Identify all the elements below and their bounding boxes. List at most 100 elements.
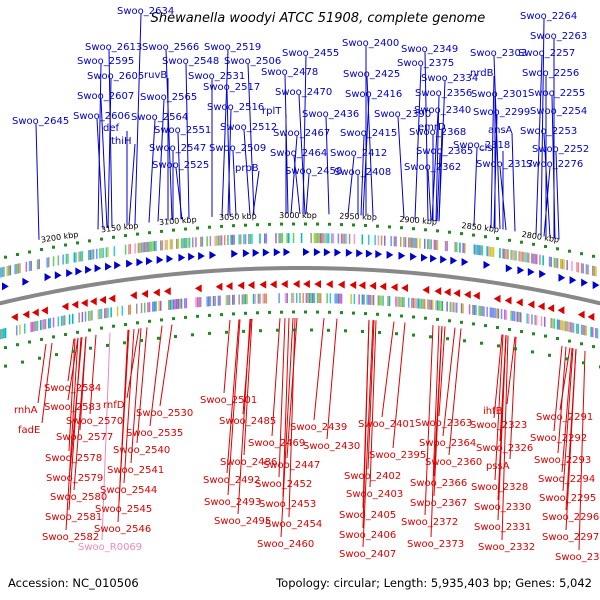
gc-dot xyxy=(244,223,247,227)
forward-gene-arrow xyxy=(136,258,144,267)
gc-dot xyxy=(28,250,31,254)
forward-gene-label: Swoo_2551 xyxy=(154,125,211,136)
forward-gene-label: Swoo_2334 xyxy=(421,73,478,84)
annotation-segment xyxy=(446,301,448,312)
annotation-segment xyxy=(561,259,564,270)
annotation-segment xyxy=(409,237,412,248)
annotation-segment xyxy=(390,236,392,247)
label-connector xyxy=(511,132,516,232)
annotation-segment xyxy=(523,252,525,262)
reverse-gene-arrow xyxy=(237,281,245,290)
label-connector xyxy=(414,65,422,219)
annotation-segment xyxy=(540,316,543,327)
forward-gene-arrow xyxy=(85,265,92,274)
annotation-segment xyxy=(462,243,464,253)
annotation-segment xyxy=(0,329,2,340)
annotation-segment xyxy=(539,254,541,265)
annotation-segment xyxy=(403,297,405,308)
annotation-segment xyxy=(520,312,522,323)
annotation-segment xyxy=(483,306,485,317)
annotation-segment xyxy=(139,242,141,253)
forward-gene-arrow xyxy=(302,248,310,257)
gc-dot xyxy=(429,335,432,339)
annotation-segment xyxy=(206,296,208,307)
label-connector xyxy=(362,320,374,548)
annotation-segment xyxy=(248,234,250,244)
annotation-segment xyxy=(592,265,594,276)
annotation-segment xyxy=(246,294,248,305)
annotation-segment xyxy=(353,234,356,245)
label-connector xyxy=(430,325,440,538)
annotation-segment xyxy=(395,236,397,247)
annotation-segment xyxy=(496,308,498,319)
annotation-segment xyxy=(16,263,18,274)
annotation-segment xyxy=(318,233,320,244)
annotation-segment xyxy=(361,234,364,245)
gc-dot xyxy=(520,330,523,333)
label-connector xyxy=(247,63,255,215)
annotation-segment xyxy=(201,236,204,247)
annotation-segment xyxy=(411,237,413,248)
label-connector xyxy=(293,155,301,215)
forward-gene-label: Swoo_2565 xyxy=(140,92,197,103)
annotation-segment xyxy=(84,311,87,322)
annotation-segment xyxy=(504,309,506,320)
forward-gene-label: Swoo_2362 xyxy=(404,162,461,173)
forward-gene-label: Swoo_2455 xyxy=(282,48,339,59)
annotation-segment xyxy=(334,293,336,304)
forward-gene-label: Swoo_2478 xyxy=(261,67,318,78)
annotation-segment xyxy=(195,297,197,308)
gc-dot xyxy=(220,224,223,228)
forward-gene-label: Swoo_2613 xyxy=(85,42,142,53)
label-connector xyxy=(381,321,395,418)
label-connector xyxy=(499,166,507,231)
label-connector xyxy=(436,153,441,222)
annotation-segment xyxy=(36,320,39,331)
reverse-gene-arrow xyxy=(41,306,48,315)
annotation-segment xyxy=(219,235,221,246)
annotation-segment xyxy=(144,242,146,253)
label-connector xyxy=(438,326,446,417)
forward-gene-arrow xyxy=(356,249,363,258)
annotation-segment xyxy=(432,299,434,310)
reverse-gene-label: Swoo_2405 xyxy=(339,510,396,521)
forward-gene-label: Swoo_2317 xyxy=(476,159,533,170)
gc-dot xyxy=(64,333,67,336)
annotation-segment xyxy=(464,243,466,254)
gc-dot xyxy=(496,237,499,240)
annotation-segment xyxy=(62,315,64,326)
annotation-segment xyxy=(278,233,280,244)
reverse-gene-arrow xyxy=(422,285,430,294)
annotation-segment xyxy=(227,295,229,306)
label-connector xyxy=(535,55,543,236)
annotation-segment xyxy=(107,307,109,318)
annotation-segment xyxy=(416,298,418,309)
forward-gene-label: Swoo_2318 xyxy=(453,140,510,151)
gc-dot xyxy=(28,340,31,344)
gc-dot xyxy=(544,334,547,338)
gc-dot xyxy=(548,353,551,357)
reverse-gene-arrow xyxy=(314,280,321,289)
annotation-segment xyxy=(227,235,229,245)
scale-tick-label: 2900 kbp xyxy=(399,215,437,227)
label-connector xyxy=(305,173,310,215)
annotation-segment xyxy=(102,247,104,258)
annotation-segment xyxy=(35,321,37,332)
reverse-gene-label: Swoo_2546 xyxy=(94,524,151,535)
gc-dot xyxy=(89,346,92,350)
reverse-gene-label: Swoo_2578 xyxy=(45,453,102,464)
label-connector xyxy=(438,129,443,222)
forward-gene-label: Swoo_2516 xyxy=(207,102,264,113)
forward-gene-arrow xyxy=(178,253,186,262)
gc-dot xyxy=(172,317,175,321)
gc-dot xyxy=(580,252,583,256)
gc-dot xyxy=(412,333,415,337)
annotation-segment xyxy=(400,236,402,247)
annotation-segment xyxy=(582,263,584,274)
gc-dot xyxy=(328,310,331,314)
gc-dot xyxy=(304,310,307,314)
annotation-segment xyxy=(176,299,178,310)
annotation-segment xyxy=(480,305,482,316)
gc-dot xyxy=(480,341,483,345)
forward-gene-arrow xyxy=(126,259,133,268)
